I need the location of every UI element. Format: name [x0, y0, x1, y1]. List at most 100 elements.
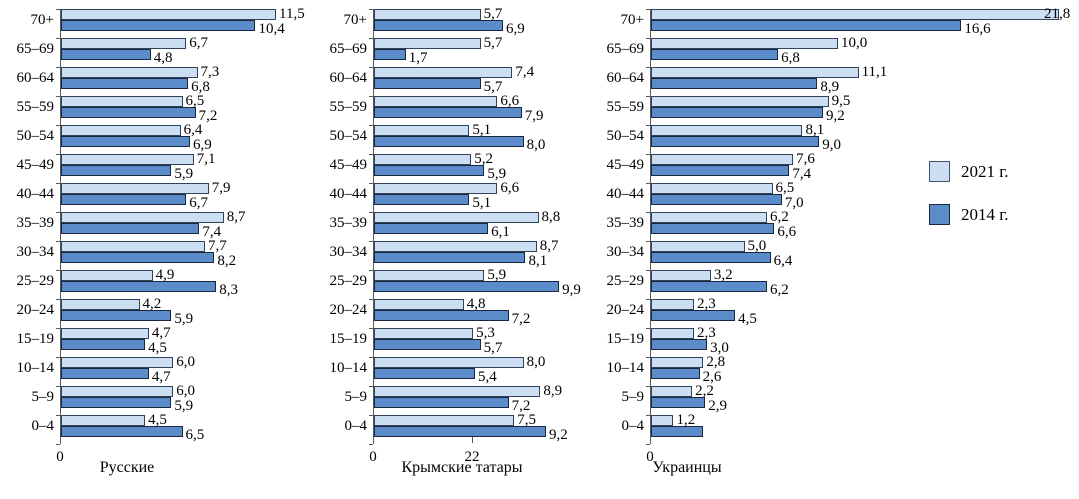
bar-value-label: 9,2 [826, 108, 845, 124]
y-axis-tick [646, 154, 650, 155]
y-axis-tick [56, 444, 60, 445]
bar-2014 [61, 252, 214, 263]
bar-2014 [61, 20, 255, 31]
bar-value-label: 3,0 [710, 340, 729, 356]
y-axis-tick [56, 9, 60, 10]
bar-value-label: 2,2 [695, 383, 714, 399]
bar-2021 [374, 96, 497, 107]
bar-2021 [374, 67, 512, 78]
bar-value-label: 8,1 [528, 253, 548, 269]
bar-2021 [61, 415, 145, 426]
bar-value-label: 8,0 [526, 354, 546, 370]
age-group-label: 50–54 [606, 128, 645, 144]
age-group-label: 20–24 [16, 302, 55, 318]
bar-2014 [61, 136, 190, 147]
y-axis-tick [369, 299, 373, 300]
y-axis-tick [369, 444, 373, 445]
bar-2014 [374, 368, 475, 379]
y-axis-tick [369, 357, 373, 358]
y-axis-tick [369, 125, 373, 126]
chart-title: Украинцы [652, 459, 722, 476]
age-group-label: 55–59 [16, 99, 55, 115]
bar-value-label: 5,1 [472, 122, 492, 138]
y-axis-tick [646, 67, 650, 68]
bar-value-label: 2,3 [697, 296, 716, 312]
bar-value-label: 6,6 [777, 224, 797, 240]
bar-2014 [61, 49, 151, 60]
bar-value-label: 6,5 [185, 427, 205, 443]
bar-value-label: 11,5 [279, 6, 305, 22]
bar-value-label: 5,3 [476, 325, 495, 341]
bar-2021 [374, 38, 481, 49]
bar-2014 [374, 252, 525, 263]
bar-value-label: 2,8 [706, 354, 726, 370]
bar-value-label: 4,7 [151, 369, 171, 385]
bar-value-label: 2,9 [708, 398, 727, 414]
bar-value-label: 7,9 [211, 180, 231, 196]
legend: 2021 г. 2014 г. [929, 161, 1009, 247]
bar-2014 [651, 223, 774, 234]
y-axis-tick [646, 299, 650, 300]
bar-2014 [61, 281, 216, 292]
bar-value-label: 1,7 [408, 50, 428, 66]
age-group-label: 10–14 [329, 360, 368, 376]
bar-value-label: 2,6 [702, 369, 722, 385]
y-axis-tick [56, 270, 60, 271]
bar-value-label: 10,4 [258, 21, 285, 37]
age-group-label: 25–29 [16, 273, 55, 289]
y-axis-tick [369, 183, 373, 184]
legend-item-2021: 2021 г. [929, 161, 1009, 182]
age-group-label: 35–39 [606, 215, 645, 231]
bar-value-label: 6,4 [773, 253, 793, 269]
bar-value-label: 7,3 [200, 64, 220, 80]
y-axis-tick [56, 386, 60, 387]
bar-value-label: 8,7 [539, 238, 559, 254]
bar-value-label: 4,5 [738, 311, 757, 327]
bar-value-label: 7,5 [517, 412, 536, 428]
bar-2021 [61, 96, 183, 107]
y-axis-tick [646, 270, 650, 271]
y-axis-tick [369, 212, 373, 213]
y-axis-tick [56, 154, 60, 155]
age-group-label: 10–14 [606, 360, 645, 376]
bar-value-label: 5,9 [487, 166, 507, 182]
bar-value-label: 6,0 [176, 354, 195, 370]
bar-value-label: 4,5 [148, 340, 167, 356]
bar-2014 [374, 49, 406, 60]
bar-2021 [651, 9, 1059, 20]
bar-2021 [374, 241, 537, 252]
x-tick-label: 0 [56, 449, 64, 465]
bar-2021 [61, 328, 149, 339]
bar-2014 [374, 136, 524, 147]
age-group-label: 70+ [620, 12, 644, 28]
bar-value-label: 7,2 [511, 311, 531, 327]
bar-2014 [651, 426, 703, 437]
bar-2021 [651, 328, 694, 339]
bar-value-label: 5,7 [483, 6, 503, 22]
bar-2021 [651, 299, 694, 310]
bar-2014 [61, 397, 171, 408]
bar-value-label: 5,9 [487, 267, 507, 283]
bar-value-label: 10,0 [841, 35, 868, 51]
bar-2014 [651, 310, 735, 321]
y-axis-tick [56, 212, 60, 213]
age-group-label: 45–49 [606, 157, 645, 173]
y-axis-tick [646, 386, 650, 387]
age-group-label: 0–4 [621, 418, 645, 434]
bar-2021 [374, 212, 539, 223]
legend-item-2014: 2014 г. [929, 204, 1009, 225]
age-group-label: 25–29 [606, 273, 645, 289]
age-group-label: 65–69 [329, 41, 368, 57]
bar-2014 [374, 78, 481, 89]
age-group-label: 30–34 [16, 244, 55, 260]
bar-value-label: 6,8 [781, 50, 800, 66]
bar-value-label: 7,4 [792, 166, 812, 182]
y-axis-tick [56, 357, 60, 358]
y-axis-tick [646, 241, 650, 242]
bar-2014 [374, 194, 469, 205]
y-axis-tick [369, 67, 373, 68]
bar-2014 [374, 107, 522, 118]
bar-value-label: 6,4 [183, 122, 203, 138]
bar-2021 [61, 386, 173, 397]
